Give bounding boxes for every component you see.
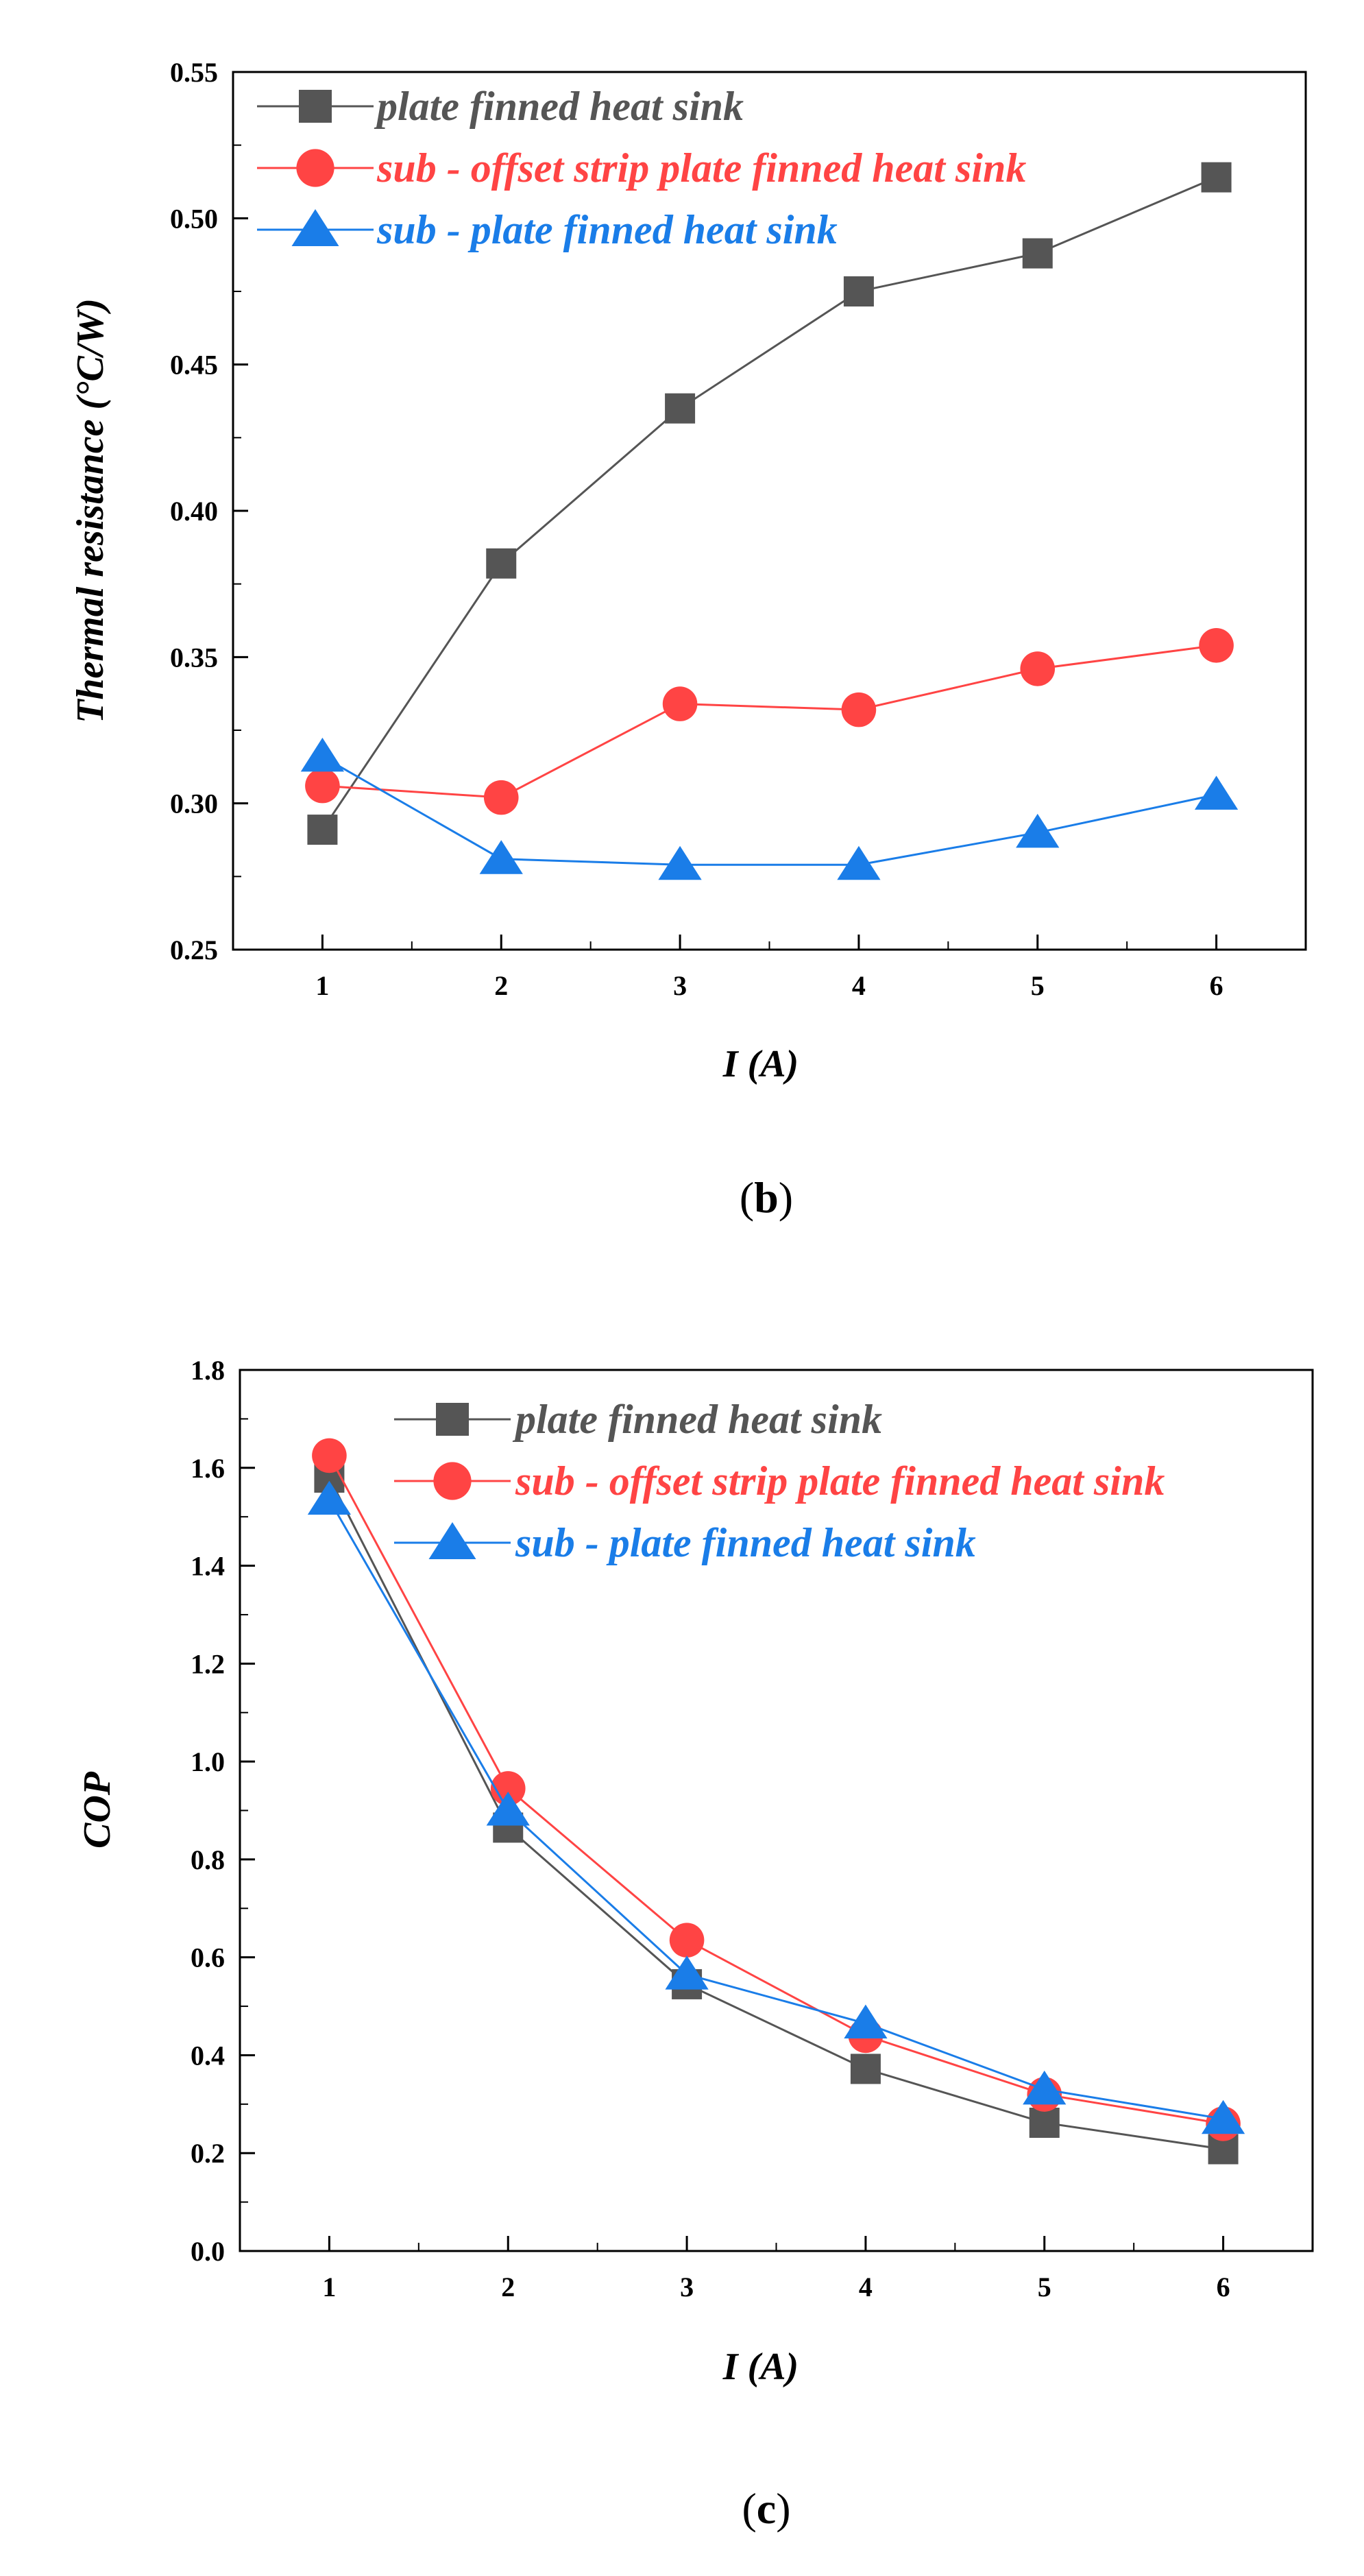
x-tick-label: 1	[315, 970, 329, 1001]
x-axis-title: I (A)	[722, 2346, 799, 2388]
legend-label: sub - offset strip plate finned heat sin…	[515, 1458, 1165, 1504]
chart-c: 0.0 0.2 0.4 0.6 0.8 1.0 1.2 1.4 1.6 1.8 1 2 3 4 5 6 I (A…	[76, 1355, 1314, 2388]
x-axis-title: I (A)	[722, 1043, 799, 1085]
data-point-triangle	[1201, 2099, 1245, 2134]
data-point-triangle	[665, 1955, 709, 1990]
data-point-circle	[1020, 651, 1056, 686]
series-line	[328, 1477, 1223, 2150]
legend-label: sub - plate finned heat sink	[376, 207, 838, 252]
legend-marker	[436, 1403, 469, 1436]
data-point-square	[1022, 238, 1053, 269]
legend-label: plate finned heat sink	[512, 1397, 882, 1442]
data-point-circle	[662, 686, 698, 721]
data-point-square	[843, 276, 874, 306]
x-tick-label: 6	[1217, 2272, 1230, 2302]
y-tick-label: 0.25	[170, 935, 218, 965]
series-line	[321, 176, 1217, 830]
y-tick-label: 1.4	[191, 1551, 225, 1582]
x-tick-label: 2	[494, 970, 508, 1001]
y-tick-label: 1.0	[191, 1746, 225, 1777]
data-point-triangle	[1194, 775, 1239, 810]
legend-label: plate finned heat sink	[374, 84, 744, 129]
data-point-triangle	[658, 845, 702, 880]
x-tick-label: 5	[1038, 2272, 1051, 2302]
data-point-square	[1029, 2107, 1060, 2138]
data-point-triangle	[300, 737, 345, 772]
data-point-triangle	[486, 1792, 530, 1826]
legend-marker	[299, 90, 332, 123]
data-point-circle	[305, 768, 340, 804]
series-1	[307, 162, 1232, 845]
series-2	[305, 627, 1234, 815]
data-point-square	[850, 2054, 881, 2084]
y-tick-label: 0.8	[191, 1844, 225, 1875]
y-tick-label: 0.35	[170, 642, 218, 673]
data-point-circle	[1199, 627, 1234, 663]
data-point-circle	[312, 1438, 347, 1473]
data-point-triangle	[1023, 2070, 1067, 2105]
legend: plate finned heat sink sub - offset strip…	[257, 84, 1026, 252]
x-tick-label: 1	[322, 2272, 336, 2302]
y-tick-label: 0.50	[170, 203, 218, 234]
legend-label: sub - offset strip plate finned heat sin…	[376, 145, 1026, 191]
series-3	[307, 1480, 1245, 2134]
y-tick-label: 0.4	[191, 2040, 225, 2071]
plot-frame	[232, 71, 1307, 951]
x-tick-label: 3	[673, 970, 687, 1001]
data-point-square	[307, 815, 338, 845]
figure-caption: (b)	[740, 1173, 793, 1222]
data-point-triangle	[837, 845, 881, 880]
x-tick-label: 3	[680, 2272, 694, 2302]
y-tick-label: 0.2	[191, 2138, 225, 2169]
data-point-triangle	[479, 840, 523, 874]
legend-marker	[296, 149, 334, 187]
series-1	[314, 1462, 1239, 2165]
legend-marker	[433, 1462, 472, 1500]
series-line	[322, 644, 1217, 799]
y-tick-label: 0.6	[191, 1942, 225, 1973]
series-line	[328, 1455, 1223, 2125]
series-line	[328, 1499, 1223, 2120]
y-tick-label: 0.0	[191, 2236, 225, 2267]
y-tick-label: 0.40	[170, 496, 218, 527]
data-point-square	[1201, 162, 1232, 193]
x-tick-label: 5	[1031, 970, 1045, 1001]
data-point-circle	[483, 780, 519, 815]
y-tick-label: 0.30	[170, 789, 218, 819]
y-tick-label: 1.8	[191, 1355, 225, 1386]
chart-b: 0.25 0.30 0.35 0.40 0.45 0.50 0.55 1 2 3 4 5 6 I (A) T…	[69, 57, 1307, 1085]
data-point-square	[665, 393, 696, 424]
y-tick-label: 1.2	[191, 1648, 225, 1679]
legend: plate finned heat sink sub - offset strip…	[394, 1397, 1165, 1565]
legend-marker	[428, 1522, 476, 1559]
x-tick-label: 6	[1210, 970, 1223, 1001]
x-tick-label: 4	[852, 970, 866, 1001]
figure-caption: (c)	[742, 2484, 790, 2533]
data-point-square	[486, 548, 517, 579]
x-tick-label: 4	[859, 2272, 873, 2302]
y-tick-label: 0.45	[170, 350, 218, 381]
y-tick-label: 0.55	[170, 57, 218, 88]
series-3	[300, 737, 1239, 880]
series-line	[321, 756, 1217, 866]
x-tick-label: 2	[501, 2272, 515, 2302]
data-point-triangle	[844, 2004, 888, 2039]
y-tick-label: 1.6	[191, 1453, 225, 1484]
legend-marker	[291, 209, 339, 246]
legend-label: sub - plate finned heat sink	[515, 1520, 976, 1565]
data-point-triangle	[307, 1480, 352, 1515]
y-axis-title: COP	[76, 1771, 119, 1849]
data-point-triangle	[1016, 813, 1060, 848]
data-point-circle	[841, 692, 877, 727]
data-point-circle	[669, 1923, 705, 1958]
y-axis-title: Thermal resistance (°C/W)	[69, 298, 112, 723]
